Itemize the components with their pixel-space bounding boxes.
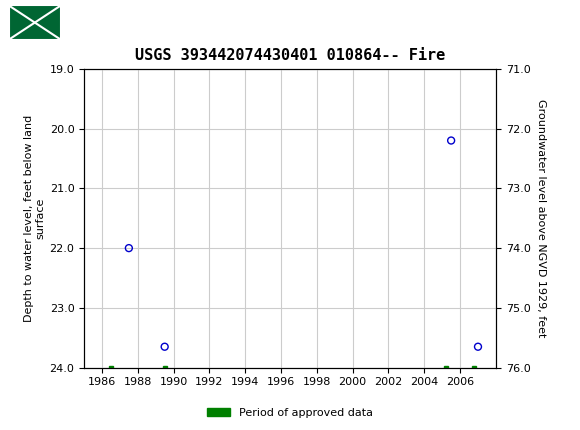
Point xyxy=(473,343,483,350)
Y-axis label: Groundwater level above NGVD 1929, feet: Groundwater level above NGVD 1929, feet xyxy=(536,99,546,338)
FancyBboxPatch shape xyxy=(9,6,61,40)
Text: USGS: USGS xyxy=(70,13,117,32)
Legend: Period of approved data: Period of approved data xyxy=(203,403,377,422)
Y-axis label: Depth to water level, feet below land
surface: Depth to water level, feet below land su… xyxy=(24,115,45,322)
Point xyxy=(160,343,169,350)
Title: USGS 393442074430401 010864-- Fire: USGS 393442074430401 010864-- Fire xyxy=(135,49,445,64)
Point xyxy=(447,137,456,144)
Point xyxy=(124,245,133,252)
